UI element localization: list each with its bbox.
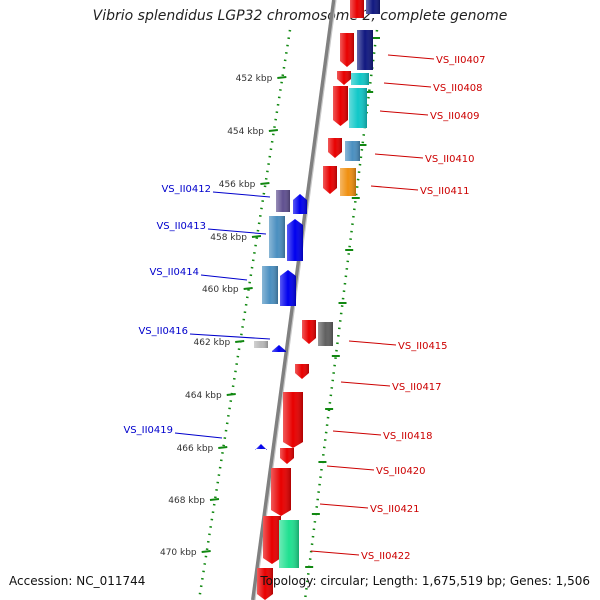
gene-forward-VS_II0417-part0 <box>295 364 309 379</box>
gene-forward-VS_II0410-part1 <box>345 141 360 161</box>
gene-forward-VS_II0422-part0 <box>263 516 281 564</box>
scale-tick-label: 454 kbp <box>227 127 264 137</box>
accession-text: Accession: NC_011744 <box>9 574 146 588</box>
gene-label-leader <box>200 274 248 281</box>
scale-tick-label: 460 kbp <box>202 285 239 295</box>
gene-label-leader <box>387 54 435 60</box>
gene-label-VS_II0421: VS_II0421 <box>370 504 420 515</box>
scale-tick-label: 458 kbp <box>210 233 247 243</box>
gene-reverse-VS_II0416-part1 <box>272 345 286 352</box>
scale-tick <box>235 340 245 343</box>
gene-reverse-VS_II0412-part0 <box>276 190 290 212</box>
gene-label-VS_II0419: VS_II0419 <box>123 425 173 436</box>
gene-forward-VS_II0421-part0 <box>271 468 291 516</box>
gene-forward-VS_II0407-part0 <box>340 33 354 67</box>
inner-dotted-track <box>197 29 292 600</box>
gene-forward-VS_II0415-part0 <box>302 320 316 344</box>
gene-label-leader <box>374 153 424 159</box>
gene-label-VS_II0417: VS_II0417 <box>392 382 442 393</box>
gene-label-VS_II0409: VS_II0409 <box>430 111 480 122</box>
scale-tick-label: 466 kbp <box>177 444 214 454</box>
scale-tick <box>201 550 211 553</box>
map-title: Vibrio splendidus LGP32 chromosome 2, co… <box>92 8 508 24</box>
gene-forward-VS_II0418-part0 <box>283 392 303 448</box>
gene-label-leader <box>340 381 391 387</box>
genome-summary-text: Topology: circular; Length: 1,675,519 bp… <box>260 574 590 588</box>
gene-reverse-VS_II0412-part1 <box>293 194 307 214</box>
gene-label-VS_II0414: VS_II0414 <box>149 267 199 278</box>
gene-label-VS_II0422: VS_II0422 <box>361 551 411 562</box>
scale-tick-label: 456 kbp <box>219 180 256 190</box>
gene-label-VS_II0420: VS_II0420 <box>376 466 426 477</box>
scale-tick-label: 470 kbp <box>160 548 197 558</box>
gene-forward-VS_II0420-part0 <box>280 448 294 464</box>
scale-tick-label: 452 kbp <box>236 74 273 84</box>
gene-label-leader <box>383 82 432 88</box>
gene-label-leader <box>207 228 267 235</box>
position-scale: 452 kbp 454 kbp 456 kbp 458 kbp 460 kbp 462 k… <box>160 37 380 568</box>
scale-tick-label: 468 kbp <box>168 496 205 506</box>
gene-forward-VS_II0410-part0 <box>328 138 342 158</box>
partial-gene-top-2 <box>366 0 380 14</box>
gene-label-leader <box>332 430 382 436</box>
gene-reverse-VS_II0414-part0 <box>262 266 278 304</box>
gene-reverse-VS_II0413-part0 <box>269 216 285 258</box>
scale-tick <box>218 446 228 449</box>
gene-forward-VS_II0408-part0 <box>337 71 351 85</box>
gene-label-leader <box>189 333 271 340</box>
gene-label-VS_II0415: VS_II0415 <box>398 341 448 352</box>
gene-forward-VS_II0415-part1 <box>318 322 333 346</box>
gene-label-VS_II0413: VS_II0413 <box>156 221 206 232</box>
gene-forward-VS_II0409-part1 <box>349 88 367 128</box>
scale-tick <box>260 182 270 185</box>
gene-forward-VS_II0422-part1 <box>279 520 299 568</box>
gene-labels: VS_II0407 VS_II0408 VS_II0409 VS_II0410 VS_I… <box>123 54 486 562</box>
scale-tick <box>226 393 236 396</box>
gene-label-VS_II0412: VS_II0412 <box>161 184 211 195</box>
scale-tick-label: 462 kbp <box>194 338 231 348</box>
gene-reverse-VS_II0414-part1 <box>280 270 296 306</box>
gene-forward-VS_II0407-part1 <box>357 30 373 70</box>
gene-label-VS_II0410: VS_II0410 <box>425 154 475 165</box>
gene-label-leader <box>212 191 271 198</box>
gene-label-VS_II0416: VS_II0416 <box>138 326 188 337</box>
partial-gene-bottom <box>257 568 273 600</box>
gene-label-leader <box>370 185 419 191</box>
scale-tick-label: 464 kbp <box>185 391 222 401</box>
gene-label-VS_II0411: VS_II0411 <box>420 186 470 197</box>
scale-tick <box>268 129 278 132</box>
gene-label-VS_II0408: VS_II0408 <box>433 83 483 94</box>
gene-label-leader <box>379 110 429 116</box>
gene-forward-VS_II0411-part1 <box>340 168 356 196</box>
gene-label-leader <box>174 432 223 439</box>
gene-label-leader <box>326 465 375 471</box>
gene-reverse-VS_II0419-part0 <box>255 444 267 450</box>
gene-reverse-VS_II0416-part0 <box>254 341 268 348</box>
gene-label-VS_II0418: VS_II0418 <box>383 431 433 442</box>
gene-label-leader <box>310 550 360 556</box>
partial-gene-top <box>350 0 364 18</box>
scale-tick <box>243 287 253 290</box>
gene-label-leader <box>319 503 369 509</box>
gene-reverse-VS_II0413-part1 <box>287 219 303 261</box>
scale-tick <box>251 235 262 238</box>
dotted-guide-tracks <box>197 29 379 600</box>
scale-tick <box>277 76 287 79</box>
gene-forward-VS_II0411-part0 <box>323 166 337 194</box>
gene-forward-VS_II0409-part0 <box>333 86 348 126</box>
gene-forward-VS_II0408-part1 <box>351 73 369 85</box>
gene-label-leader <box>348 340 397 346</box>
gene-features <box>254 0 380 600</box>
scale-tick <box>209 498 220 501</box>
gene-label-VS_II0407: VS_II0407 <box>436 55 486 66</box>
